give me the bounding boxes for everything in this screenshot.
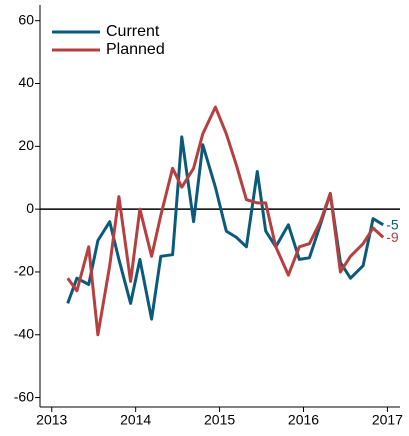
- y-tick-label: 60: [18, 11, 34, 27]
- y-tick-label: -40: [14, 325, 34, 341]
- end-label: -5: [386, 217, 399, 233]
- y-tick-label: -20: [14, 263, 34, 279]
- x-tick-label: 2013: [36, 412, 67, 428]
- y-tick-label: 0: [26, 200, 34, 216]
- x-tick-label: 2017: [372, 412, 403, 428]
- series-line: [66, 105, 385, 337]
- legend-label: Current: [106, 23, 160, 40]
- y-tick-label: -60: [14, 388, 34, 404]
- x-tick-label: 2016: [288, 412, 319, 428]
- end-label: -9: [386, 229, 399, 245]
- legend-label: Planned: [106, 41, 165, 58]
- x-tick-label: 2014: [120, 412, 151, 428]
- x-tick-label: 2015: [204, 412, 235, 428]
- y-tick-label: 20: [18, 137, 34, 153]
- y-tick-label: 40: [18, 74, 34, 90]
